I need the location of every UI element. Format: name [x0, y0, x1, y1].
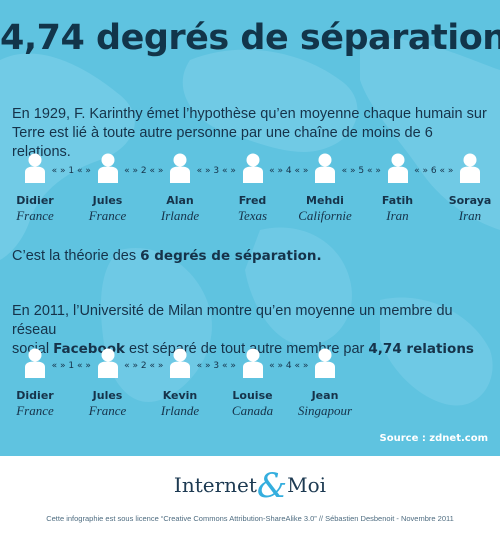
- degree-link-label: « » 4 « »: [269, 166, 309, 176]
- internet-et-moi-logo: Internet&Moi: [0, 466, 500, 506]
- person-place: Canada: [231, 403, 274, 418]
- person-place: France: [16, 208, 54, 223]
- source-credit: Source : zdnet.com: [379, 433, 488, 444]
- study-line-2: social Facebook est séparé de tout autre…: [12, 340, 492, 359]
- degree-link-label: « » 5 « »: [341, 166, 381, 176]
- intro-line-2: Terre est lié à toute autre personne par…: [12, 125, 433, 160]
- person-card: Mehdi Californie: [285, 152, 365, 224]
- degree-link-label: « » 1 « »: [51, 361, 91, 371]
- person-card: Didier France: [0, 152, 75, 224]
- person-icon: [25, 348, 45, 378]
- person-name: Fred: [238, 194, 267, 207]
- degree-link-label: « » 2 « »: [124, 166, 164, 176]
- person-place: Texas: [237, 208, 268, 223]
- person-icon: [97, 348, 118, 378]
- person-place: Irlande: [160, 403, 200, 418]
- person-card: Kevin Irlande: [140, 347, 220, 419]
- person-place: Iran: [458, 208, 482, 223]
- logo-word-moi: Moi: [287, 473, 327, 497]
- person-card: Fred Texas: [213, 152, 293, 224]
- person-place: France: [88, 208, 127, 223]
- person-name: Didier: [16, 194, 54, 207]
- person-name: Kevin: [162, 389, 198, 402]
- person-card: Soraya Iran: [430, 152, 500, 224]
- logo-ampersand: &: [256, 466, 288, 506]
- person-icon: [97, 153, 118, 183]
- person-name: Jules: [92, 194, 123, 207]
- infographic-panel: 4,74 degrés de séparation En 1929, F. Ka…: [0, 0, 500, 456]
- intro-line-1: En 1929, F. Karinthy émet l’hypothèse qu…: [12, 106, 487, 122]
- page-title: 4,74 degrés de séparation: [0, 18, 500, 58]
- study-line-2-middle: est séparé de tout autre membre par: [125, 341, 369, 357]
- person-name: Louise: [232, 389, 273, 402]
- person-icon: [242, 153, 263, 183]
- person-card: Louise Canada: [213, 347, 293, 419]
- intro-paragraph: En 1929, F. Karinthy émet l’hypothèse qu…: [12, 105, 492, 162]
- degree-link-label: « » 4 « »: [269, 361, 309, 371]
- person-icon: [460, 153, 480, 183]
- person-icon: [315, 153, 335, 183]
- person-name: Didier: [16, 389, 54, 402]
- person-icon: [242, 348, 263, 378]
- theory-statement: C’est la théorie des 6 degrés de séparat…: [12, 247, 492, 266]
- person-name: Jules: [92, 389, 123, 402]
- person-icon: [315, 348, 335, 378]
- study-line-1: En 2011, l’Université de Milan montre qu…: [12, 303, 453, 338]
- person-card: Jean Singapour: [285, 347, 365, 419]
- person-place: France: [88, 403, 127, 418]
- degree-link-label: « » 3 « »: [196, 166, 236, 176]
- degree-link-label: « » 3 « »: [196, 361, 236, 371]
- license-notice: Cette infographie est sous licence “Crea…: [46, 514, 454, 523]
- person-place: Californie: [298, 208, 352, 223]
- person-card: Jules France: [68, 347, 148, 419]
- theory-prefix: C’est la théorie des: [12, 248, 141, 264]
- person-place: Irlande: [160, 208, 200, 223]
- person-icon: [170, 348, 190, 378]
- person-card: Didier France: [0, 347, 75, 419]
- person-place: Iran: [386, 208, 409, 223]
- relations-highlight: 4,74 relations: [368, 341, 474, 357]
- person-name: Jean: [311, 389, 339, 402]
- person-name: Mehdi: [306, 194, 344, 207]
- person-name: Alan: [166, 194, 194, 207]
- person-card: Fatih Iran: [358, 152, 438, 224]
- degree-link-label: « » 1 « »: [51, 166, 91, 176]
- person-place: Singapour: [297, 403, 353, 418]
- study-paragraph: En 2011, l’Université de Milan montre qu…: [12, 302, 492, 359]
- person-name: Fatih: [381, 194, 414, 207]
- degree-link-label: « » 6 « »: [414, 166, 454, 176]
- person-icon: [387, 153, 408, 183]
- person-icon: [25, 153, 45, 183]
- person-card: Jules France: [68, 152, 148, 224]
- person-icon: [170, 153, 190, 183]
- person-name: Soraya: [448, 194, 492, 207]
- degree-link-label: « » 2 « »: [124, 361, 164, 371]
- footer: Internet&Moi Cette infographie est sous …: [0, 456, 500, 533]
- person-place: France: [16, 403, 54, 418]
- person-card: Alan Irlande: [140, 152, 220, 224]
- logo-word-internet: Internet: [173, 473, 257, 497]
- theory-highlight: 6 degrés de séparation.: [140, 248, 322, 264]
